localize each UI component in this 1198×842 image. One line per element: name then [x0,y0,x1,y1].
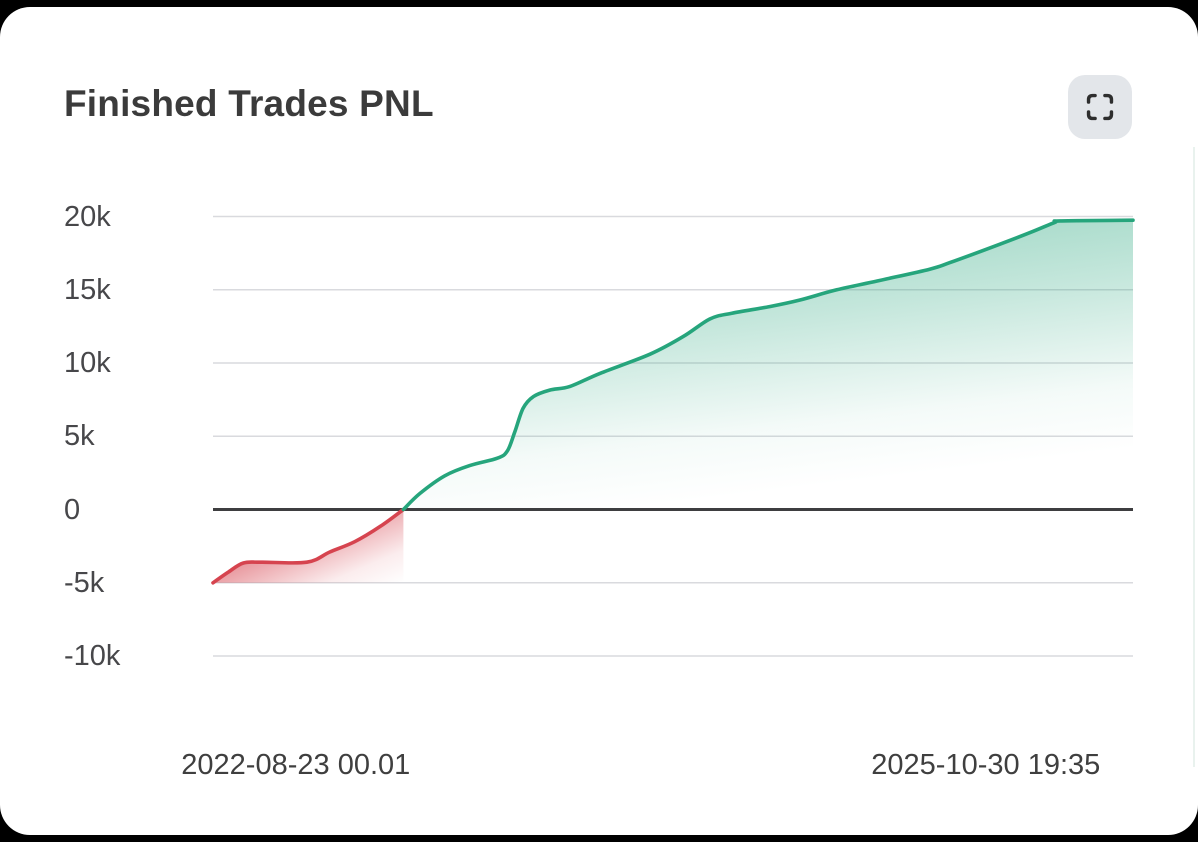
card-title: Finished Trades PNL [64,83,434,124]
fullscreen-scan-icon [1082,89,1118,125]
y-axis-tick-label: -10k [64,640,121,672]
finished-trades-pnl-card: Finished Trades PNL [0,7,1198,835]
x-axis-tick-label: 2022-08-23 00.01 [181,749,411,781]
y-axis-tick-label: -5k [64,566,105,599]
pnl-positive-line [401,218,1135,512]
pnl-negative-line [211,507,406,585]
y-axis-tick-label: 15k [64,273,111,306]
y-axis-tick-label: 5k [64,420,95,453]
x-axis-tick-label: 2025-10-30 19:35 [871,749,1101,781]
y-axis-tick-label: 10k [64,347,111,379]
fullscreen-button[interactable] [1068,75,1132,139]
y-axis-tick-label: 20k [64,200,111,233]
pnl-negative-area [213,509,404,583]
pnl-area-chart[interactable] [0,7,1198,842]
pnl-positive-area [403,220,1133,510]
y-axis-tick-label: 0 [64,493,81,526]
